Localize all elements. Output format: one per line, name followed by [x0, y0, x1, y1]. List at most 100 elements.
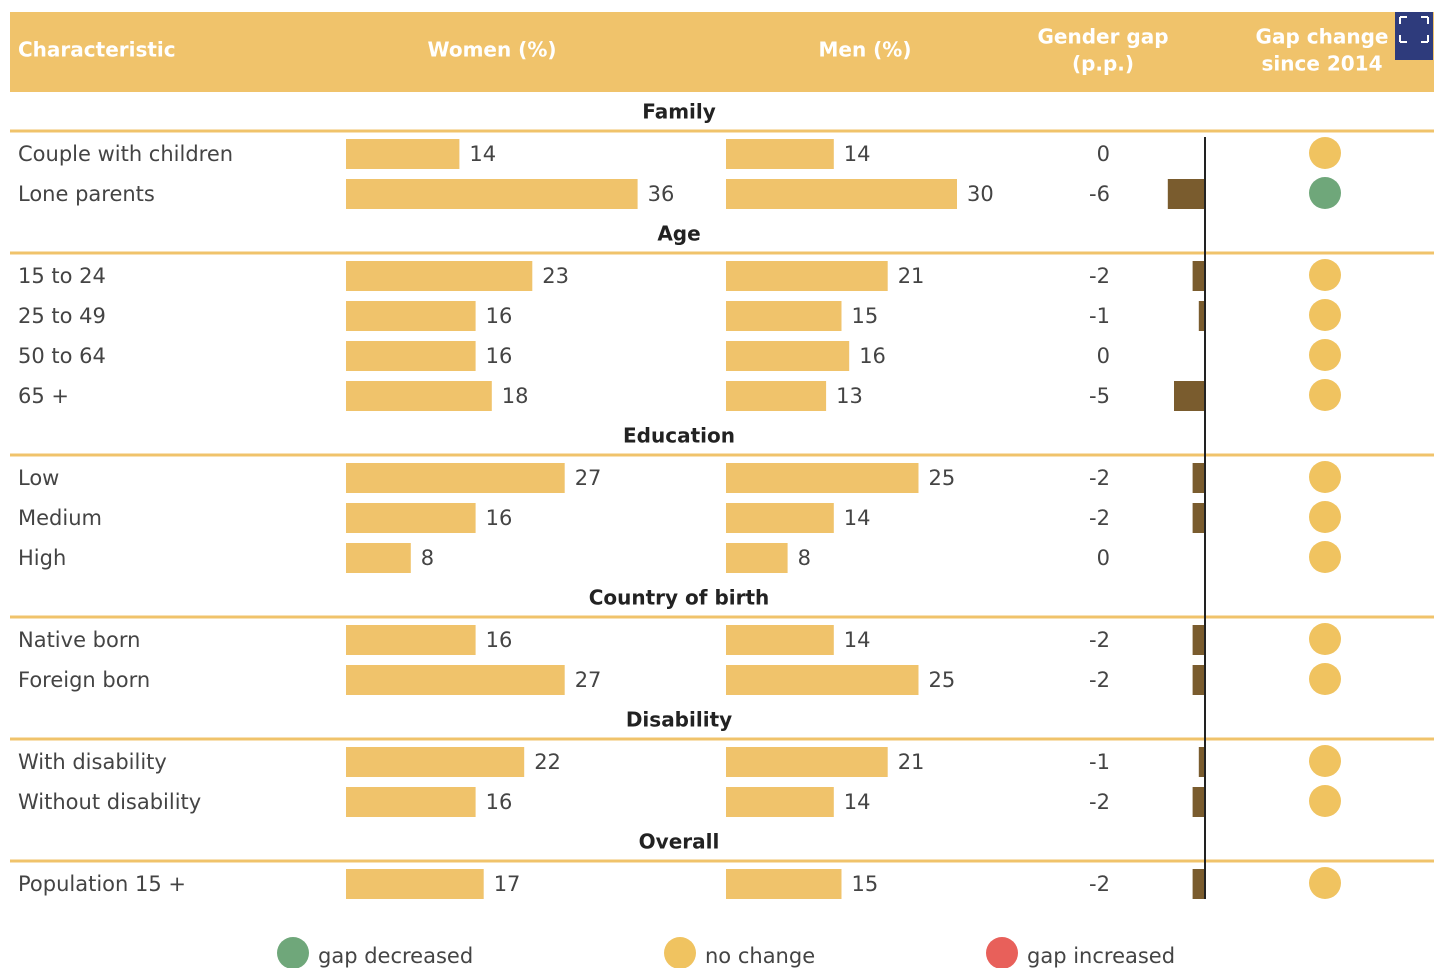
row-label: Low: [18, 466, 59, 490]
change-dot: [1309, 785, 1341, 817]
column-header: Gender gap: [1037, 25, 1168, 49]
women-value: 22: [534, 750, 561, 774]
gap-value: 0: [1097, 142, 1110, 166]
women-bar: [346, 179, 638, 209]
gap-bar: [1198, 301, 1205, 331]
group-title: Age: [657, 222, 700, 246]
gap-bar: [1192, 503, 1205, 533]
men-value: 15: [852, 872, 879, 896]
gap-value: -2: [1089, 628, 1110, 652]
women-bar: [346, 341, 476, 371]
men-value: 14: [844, 628, 871, 652]
women-bar: [346, 503, 476, 533]
men-bar: [726, 301, 842, 331]
women-value: 16: [486, 506, 513, 530]
men-value: 14: [844, 506, 871, 530]
women-bar: [346, 869, 484, 899]
women-bar: [346, 787, 476, 817]
women-value: 23: [542, 264, 569, 288]
row-label: High: [18, 546, 66, 570]
group-title: Education: [623, 424, 735, 448]
change-dot: [1309, 623, 1341, 655]
women-value: 27: [575, 668, 602, 692]
women-bar: [346, 139, 460, 169]
men-value: 13: [836, 384, 863, 408]
men-value: 21: [898, 750, 925, 774]
gap-value: 0: [1097, 344, 1110, 368]
column-header: (p.p.): [1072, 52, 1134, 76]
change-dot: [1309, 177, 1341, 209]
men-value: 25: [929, 466, 956, 490]
change-dot: [1309, 541, 1341, 573]
men-bar: [726, 665, 919, 695]
gap-value: -2: [1089, 790, 1110, 814]
women-value: 36: [648, 182, 675, 206]
change-dot: [1309, 137, 1341, 169]
men-value: 15: [852, 304, 879, 328]
row-label: Lone parents: [18, 182, 155, 206]
gap-bar: [1192, 787, 1205, 817]
change-dot: [1309, 379, 1341, 411]
gap-value: -2: [1089, 872, 1110, 896]
legend-label: gap decreased: [318, 944, 473, 968]
row-label: 15 to 24: [18, 264, 106, 288]
men-value: 25: [929, 668, 956, 692]
legend-label: no change: [705, 944, 815, 968]
men-bar: [726, 341, 850, 371]
men-bar: [726, 625, 834, 655]
column-header: Men (%): [819, 38, 912, 62]
men-bar: [726, 869, 842, 899]
change-dot: [1309, 867, 1341, 899]
men-bar: [726, 787, 834, 817]
men-value: 8: [798, 546, 811, 570]
men-bar: [726, 139, 834, 169]
group-title: Overall: [639, 830, 720, 854]
men-value: 16: [859, 344, 886, 368]
women-value: 16: [486, 628, 513, 652]
women-bar: [346, 747, 525, 777]
women-bar: [346, 261, 533, 291]
women-value: 17: [494, 872, 521, 896]
group-title: Disability: [626, 708, 732, 732]
legend-dot: [277, 937, 309, 968]
column-header: Gap change: [1256, 25, 1389, 49]
legend-label: gap increased: [1027, 944, 1175, 968]
row-label: Foreign born: [18, 668, 150, 692]
column-header: since 2014: [1261, 52, 1382, 76]
change-dot: [1309, 501, 1341, 533]
gap-bar: [1167, 179, 1205, 209]
women-bar: [346, 463, 565, 493]
row-label: Medium: [18, 506, 102, 530]
gap-value: -2: [1089, 466, 1110, 490]
men-value: 21: [898, 264, 925, 288]
women-bar: [346, 301, 476, 331]
women-value: 14: [469, 142, 496, 166]
gap-bar: [1192, 261, 1205, 291]
gap-value: -5: [1089, 384, 1110, 408]
row-label: Without disability: [18, 790, 201, 814]
men-bar: [726, 381, 827, 411]
men-bar: [726, 463, 919, 493]
change-dot: [1309, 745, 1341, 777]
gap-value: -2: [1089, 668, 1110, 692]
gap-value: -2: [1089, 264, 1110, 288]
men-bar: [726, 747, 888, 777]
row-label: Couple with children: [18, 142, 233, 166]
expand-icon: [1399, 16, 1429, 43]
row-label: 65 +: [18, 384, 69, 408]
gap-value: -1: [1089, 750, 1110, 774]
column-header: Characteristic: [18, 38, 176, 62]
expand-button[interactable]: [1395, 12, 1433, 60]
row-label: Native born: [18, 628, 140, 652]
women-value: 16: [486, 790, 513, 814]
group-title: Family: [642, 100, 716, 124]
row-label: 25 to 49: [18, 304, 106, 328]
women-bar: [346, 381, 492, 411]
men-bar: [726, 261, 888, 291]
men-value: 14: [844, 790, 871, 814]
gap-value: 0: [1097, 546, 1110, 570]
gap-value: -6: [1089, 182, 1110, 206]
women-value: 8: [421, 546, 434, 570]
gap-bar: [1174, 381, 1205, 411]
men-bar: [726, 543, 788, 573]
